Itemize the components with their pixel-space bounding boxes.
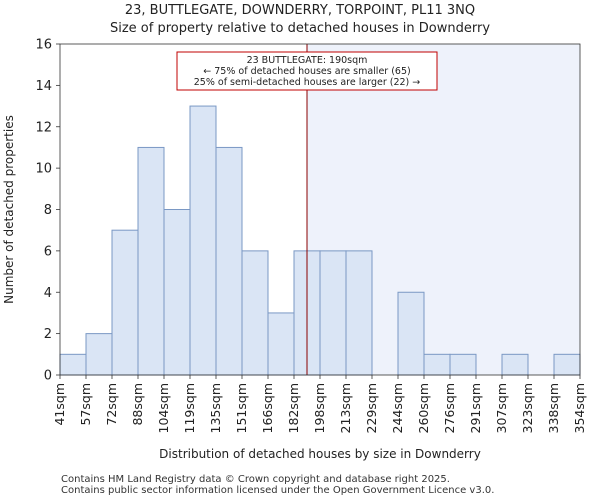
x-tick-label: 338sqm (546, 383, 561, 433)
histogram-bar (449, 353, 477, 376)
histogram-bar (345, 250, 373, 376)
chart-title: 23, BUTTLEGATE, DOWNDERRY, TORPOINT, PL1… (124, 3, 476, 18)
x-tick-label: 166sqm (260, 383, 275, 433)
histogram-bar (111, 229, 139, 376)
x-tick-label: 119sqm (182, 383, 197, 433)
x-tick-label: 260sqm (416, 383, 431, 433)
annotation-title: 23 BUTTLEGATE: 190sqm (247, 55, 368, 66)
histogram-bar (241, 250, 269, 376)
x-tick-label: 182sqm (286, 383, 301, 433)
histogram-bar (215, 146, 243, 376)
y-tick-label: 10 (35, 162, 52, 177)
x-tick-label: 276sqm (442, 383, 457, 433)
annotation-smaller-text: ← 75% of detached houses are smaller (65… (203, 66, 410, 77)
y-tick-label: 0 (44, 369, 52, 384)
x-tick-label: 88sqm (130, 383, 145, 426)
y-tick-label: 16 (35, 38, 52, 53)
histogram-bar (189, 105, 217, 376)
x-tick-label: 354sqm (572, 383, 587, 433)
histogram-bar (319, 250, 347, 376)
footer-licence: Contains public sector information licen… (61, 485, 495, 496)
y-tick-label: 8 (44, 203, 52, 218)
annotation-box (176, 51, 438, 91)
x-tick-label: 213sqm (338, 383, 353, 433)
histogram-bar (137, 146, 165, 376)
x-tick-label: 57sqm (78, 383, 93, 426)
x-axis-label: Distribution of detached houses by size … (159, 447, 481, 461)
histogram-bar (163, 209, 191, 376)
y-tick-label: 14 (35, 79, 52, 94)
histogram-bar (423, 353, 451, 376)
x-tick-label: 104sqm (156, 383, 171, 433)
y-tick-label: 6 (44, 244, 52, 259)
footer-copyright: Contains HM Land Registry data © Crown c… (61, 474, 450, 485)
y-tick-label: 12 (35, 120, 52, 135)
histogram-bar (267, 312, 295, 376)
chart-subtitle: Size of property relative to detached ho… (109, 21, 491, 36)
x-tick-label: 198sqm (312, 383, 327, 433)
annotation-larger-text: 25% of semi-detached houses are larger (… (194, 77, 421, 88)
histogram-bar (59, 353, 87, 376)
histogram-bar (553, 353, 581, 376)
x-tick-label: 307sqm (494, 383, 509, 433)
x-tick-label: 229sqm (364, 383, 379, 433)
x-tick-label: 291sqm (468, 383, 483, 433)
histogram-bar (397, 291, 425, 376)
x-tick-label: 135sqm (208, 383, 223, 433)
x-tick-label: 41sqm (52, 383, 67, 426)
y-tick-label: 4 (44, 286, 52, 301)
x-tick-label: 244sqm (390, 383, 405, 433)
histogram-bar (85, 333, 113, 376)
x-tick-label: 72sqm (104, 383, 119, 426)
y-tick-label: 2 (44, 327, 52, 342)
x-tick-label: 323sqm (520, 383, 535, 433)
histogram-bar (501, 353, 529, 376)
x-tick-label: 151sqm (234, 383, 249, 433)
y-axis-label: Number of detached properties (2, 115, 16, 304)
